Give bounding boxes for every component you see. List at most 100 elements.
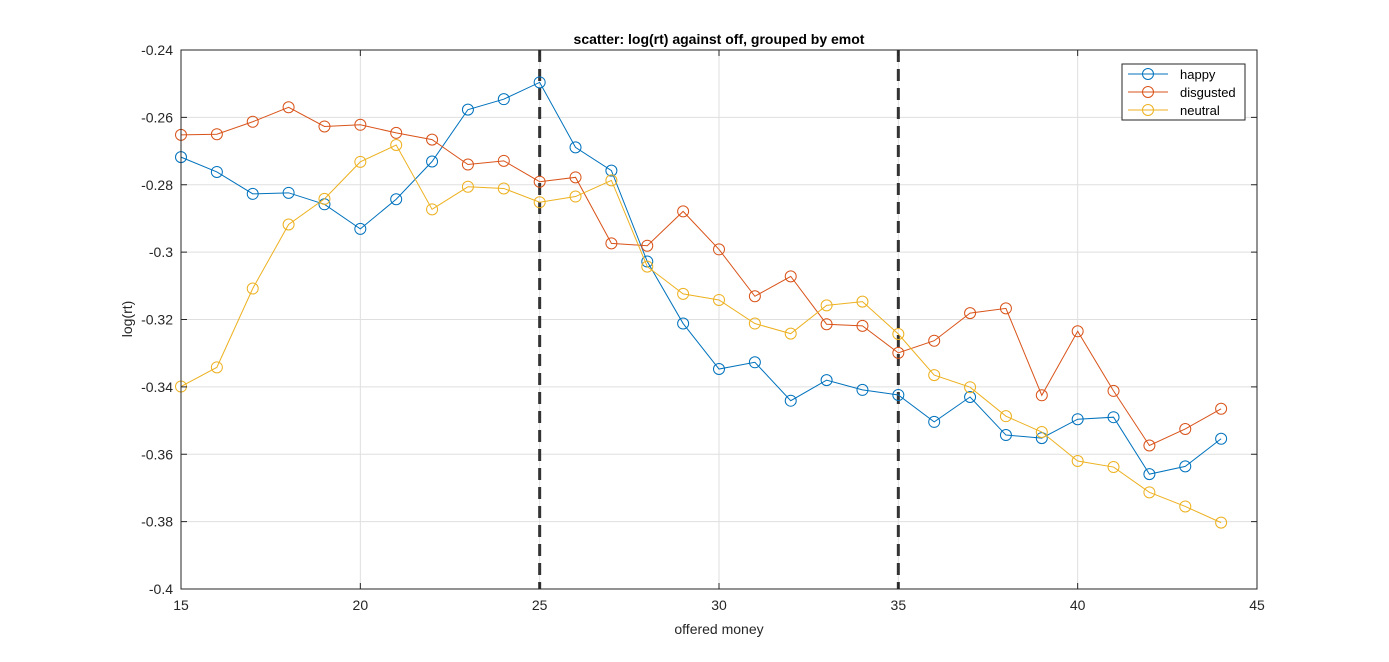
data-point-happy xyxy=(210,165,223,178)
data-point-happy xyxy=(1179,460,1192,473)
data-point-neutral xyxy=(605,174,618,187)
data-point-neutral xyxy=(1143,486,1156,499)
data-point-disgusted xyxy=(461,158,474,171)
data-point-disgusted xyxy=(1215,402,1228,415)
data-point-happy xyxy=(1143,468,1156,481)
data-point-disgusted xyxy=(1107,384,1120,397)
x-axis-label: offered money xyxy=(674,621,763,637)
data-point-disgusted xyxy=(426,133,439,146)
data-point-happy xyxy=(1071,413,1084,426)
data-point-disgusted xyxy=(1071,325,1084,338)
data-point-happy xyxy=(820,374,833,387)
y-tick-label: -0.24 xyxy=(141,42,173,58)
data-point-neutral xyxy=(533,196,546,209)
x-tick-label: 40 xyxy=(1070,597,1086,613)
data-point-neutral xyxy=(318,192,331,205)
data-point-happy xyxy=(426,155,439,168)
data-point-neutral xyxy=(246,282,259,295)
data-point-happy xyxy=(605,164,618,177)
y-tick-label: -0.32 xyxy=(141,312,173,328)
data-point-happy xyxy=(856,383,869,396)
axes: 15 20 25 30 35 40 45 -0.4 -0.38 -0.36 -0.34 -0.32 -0… xyxy=(141,42,1265,613)
data-point-disgusted xyxy=(605,237,618,250)
data-point-neutral xyxy=(820,299,833,312)
data-point-disgusted xyxy=(1035,389,1048,402)
legend-entry-disgusted: disgusted xyxy=(1128,85,1236,100)
vertical-reference-lines xyxy=(538,50,900,589)
data-point-disgusted xyxy=(928,334,941,347)
data-point-neutral xyxy=(641,260,654,273)
series-disgusted xyxy=(175,101,1228,452)
data-point-happy xyxy=(497,93,510,106)
data-point-neutral xyxy=(928,369,941,382)
y-tick-label: -0.36 xyxy=(141,446,173,462)
data-point-disgusted xyxy=(1143,439,1156,452)
data-point-neutral xyxy=(677,287,690,300)
data-point-happy xyxy=(748,356,761,369)
data-point-happy xyxy=(461,103,474,116)
legend-label-happy: happy xyxy=(1180,67,1216,82)
data-point-neutral xyxy=(426,203,439,216)
data-point-happy xyxy=(354,222,367,235)
chart-title: scatter: log(rt) against off, grouped by… xyxy=(574,31,865,47)
data-point-disgusted xyxy=(713,243,725,256)
legend-marker-neutral xyxy=(1142,104,1154,116)
legend-entry-happy: happy xyxy=(1128,67,1216,82)
data-point-neutral xyxy=(1035,426,1048,439)
data-point-neutral xyxy=(713,293,725,306)
data-point-disgusted xyxy=(569,171,582,184)
series-group xyxy=(175,76,1228,529)
data-point-disgusted xyxy=(999,302,1012,315)
x-tick-label: 30 xyxy=(711,597,727,613)
data-point-disgusted xyxy=(641,239,654,252)
y-tick-label: -0.26 xyxy=(141,109,173,125)
series-line-happy xyxy=(180,81,1222,475)
data-point-happy xyxy=(390,193,403,206)
legend-entry-neutral: neutral xyxy=(1128,103,1220,118)
data-point-happy xyxy=(892,388,905,401)
data-point-happy xyxy=(928,415,941,428)
data-point-neutral xyxy=(748,317,761,330)
y-tick-label: -0.38 xyxy=(141,514,173,530)
data-point-neutral xyxy=(1179,500,1192,513)
data-point-happy xyxy=(677,317,690,330)
data-point-disgusted xyxy=(820,318,833,331)
y-tick-label: -0.4 xyxy=(149,581,173,597)
data-point-neutral xyxy=(210,361,223,374)
data-point-neutral xyxy=(1071,454,1084,467)
series-happy xyxy=(175,76,1228,481)
legend-label-disgusted: disgusted xyxy=(1180,85,1236,100)
data-point-disgusted xyxy=(246,115,259,128)
data-point-neutral xyxy=(569,190,582,203)
x-tick-label: 45 xyxy=(1249,597,1265,613)
data-point-happy xyxy=(246,187,259,200)
data-point-happy xyxy=(569,141,582,154)
legend-marker-disgusted xyxy=(1142,86,1154,98)
data-point-happy xyxy=(533,76,546,89)
data-point-neutral xyxy=(892,327,905,340)
x-tick-label: 25 xyxy=(532,597,548,613)
y-tick-label: -0.34 xyxy=(141,379,173,395)
data-point-disgusted xyxy=(318,120,331,133)
data-point-neutral xyxy=(497,182,510,195)
data-point-neutral xyxy=(784,327,797,340)
data-point-disgusted xyxy=(892,346,905,359)
legend-marker-happy xyxy=(1142,68,1154,80)
data-point-happy xyxy=(1215,432,1228,445)
data-point-neutral xyxy=(390,139,403,151)
legend: happy disgusted neutral xyxy=(1121,63,1246,121)
data-point-neutral xyxy=(1215,516,1228,529)
data-point-disgusted xyxy=(533,175,546,188)
data-point-disgusted xyxy=(1179,422,1192,435)
data-point-disgusted xyxy=(282,101,295,114)
data-point-happy xyxy=(713,363,725,376)
data-point-disgusted xyxy=(354,118,367,131)
data-point-happy xyxy=(999,429,1012,442)
legend-label-neutral: neutral xyxy=(1180,103,1220,118)
data-point-neutral xyxy=(1107,461,1120,474)
series-line-neutral xyxy=(180,144,1222,524)
data-point-neutral xyxy=(856,295,869,308)
data-point-disgusted xyxy=(390,126,403,139)
data-point-neutral xyxy=(964,381,977,394)
